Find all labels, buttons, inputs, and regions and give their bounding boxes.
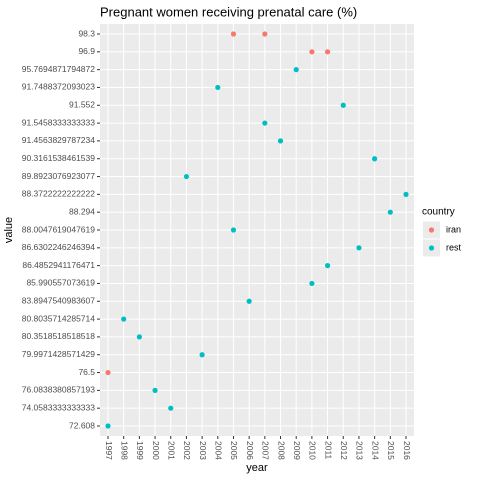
legend-marker (428, 245, 435, 251)
legend-title: country (422, 207, 455, 218)
x-tick-label: 2011 (323, 441, 333, 460)
y-tick-label: 80.3518518518518 (22, 331, 96, 341)
point (246, 298, 252, 304)
x-tick-label: 2014 (370, 441, 380, 460)
point (262, 120, 268, 126)
x-tick-label: 2015 (386, 441, 396, 460)
y-tick-label: 95.7694871794872 (22, 64, 96, 74)
x-tick-label: 1998 (119, 441, 129, 460)
x-tick-label: 2013 (355, 441, 365, 460)
point (293, 67, 299, 73)
x-tick-label: 2003 (198, 441, 208, 460)
point (136, 334, 142, 340)
point (168, 405, 174, 411)
point (230, 227, 237, 233)
point (309, 280, 315, 287)
y-tick-label: 88.294 (69, 206, 95, 216)
x-tick-label: 2007 (261, 441, 271, 460)
y-tick-label: 76.0838380857193 (22, 385, 96, 395)
x-tick-label: 2000 (151, 441, 161, 460)
x-tick-label: 2010 (308, 441, 318, 460)
y-tick-label: 76.5 (78, 367, 95, 377)
point (152, 387, 158, 393)
y-axis-label: value (3, 217, 15, 243)
point (356, 245, 362, 251)
point (230, 31, 237, 37)
point (309, 49, 315, 55)
legend-label: iran (446, 224, 461, 234)
point (324, 263, 331, 269)
point (215, 84, 221, 91)
x-tick-label: 2008 (276, 441, 286, 460)
point (105, 369, 111, 376)
point (121, 316, 127, 322)
y-tick-label: 85.990557073619 (26, 278, 95, 288)
x-tick-label: 2016 (402, 441, 412, 460)
x-tick-label: 1997 (104, 441, 114, 460)
x-tick-label: 2005 (229, 441, 239, 460)
y-tick-label: 74.0583333333333 (22, 402, 96, 412)
legend-marker (428, 227, 435, 233)
point (183, 173, 190, 180)
y-tick-label: 88.3722222222222 (22, 189, 96, 199)
y-tick-label: 91.7488372093023 (22, 82, 96, 92)
y-tick-label: 91.552 (69, 100, 95, 110)
x-axis-label: year (246, 462, 268, 474)
y-tick-label: 96.9 (78, 46, 95, 56)
y-tick-label: 90.3161538461539 (22, 153, 96, 163)
point (372, 156, 378, 162)
x-tick-label: 2001 (166, 441, 176, 460)
y-tick-label: 79.9971428571429 (22, 349, 96, 359)
x-tick-label: 2002 (182, 441, 192, 460)
point (199, 352, 205, 358)
x-tick-label: 2004 (214, 441, 224, 460)
point (262, 31, 268, 37)
y-tick-label: 89.8923076923077 (22, 171, 96, 181)
point (387, 209, 393, 215)
x-tick-label: 1999 (135, 441, 145, 460)
y-tick-label: 91.4563829787234 (22, 135, 96, 145)
y-tick-label: 88.0047619047619 (22, 224, 96, 234)
y-tick-label: 80.8035714285714 (22, 313, 96, 323)
point (277, 138, 284, 144)
y-tick-label: 86.6302246246394 (22, 242, 96, 252)
point (105, 423, 111, 429)
y-tick-label: 72.608 (69, 420, 95, 430)
y-tick-label: 91.5458333333333 (22, 117, 96, 127)
x-tick-label: 2009 (292, 441, 302, 460)
y-tick-label: 86.4852941176471 (22, 260, 95, 270)
point (324, 49, 331, 55)
legend-label: rest (446, 242, 462, 252)
point (340, 102, 346, 108)
y-tick-label: 83.8947540983607 (22, 296, 96, 306)
chart-title: Pregnant women receiving prenatal care (… (100, 4, 357, 19)
x-tick-label: 2006 (245, 441, 255, 460)
y-tick-label: 98.3 (78, 28, 95, 38)
point (403, 191, 409, 197)
x-tick-label: 2012 (339, 441, 349, 460)
